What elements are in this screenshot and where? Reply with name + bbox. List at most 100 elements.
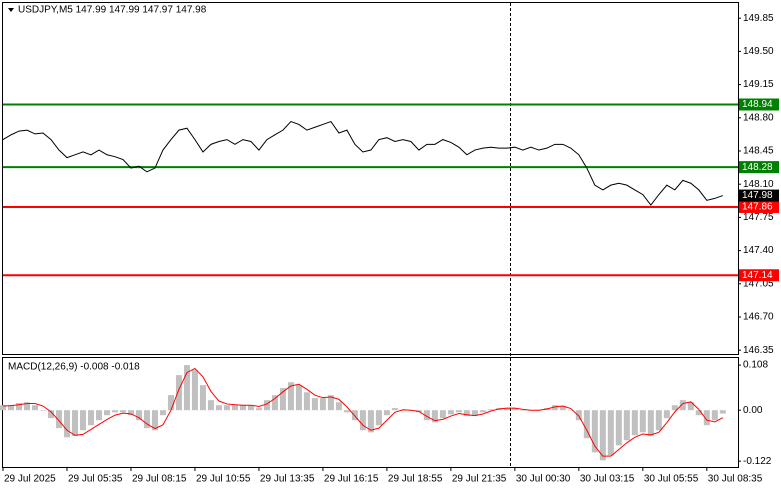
- macd-bar: [15, 403, 22, 411]
- macd-bar: [119, 410, 126, 413]
- level-label-box: [739, 200, 779, 213]
- macd-bar: [383, 410, 390, 416]
- x-tick-label: 30 Jul 03:15: [580, 474, 635, 485]
- macd-bar: [703, 410, 710, 426]
- macd-panel: [2, 357, 739, 468]
- macd-bar: [583, 410, 590, 439]
- macd-bar: [631, 410, 638, 436]
- macd-bar: [223, 405, 230, 411]
- macd-bar: [647, 410, 654, 437]
- price-line: [2, 120, 723, 206]
- macd-bar: [111, 410, 118, 413]
- macd-bar: [23, 402, 30, 411]
- macd-bar: [87, 410, 94, 426]
- x-tick-label: 29 Jul 18:55: [388, 474, 443, 485]
- x-tick-label: 29 Jul 16:15: [324, 474, 379, 485]
- macd-bar: [487, 409, 494, 411]
- macd-bar: [183, 365, 190, 411]
- macd-bar: [687, 402, 694, 411]
- macd-bar: [559, 406, 566, 411]
- macd-bar: [607, 410, 614, 456]
- macd-bar: [671, 405, 678, 411]
- y-tick-label: 147.75: [743, 212, 774, 223]
- macd-bar: [159, 410, 166, 416]
- price-title: USDJPY,M5 147.99 147.99 147.97 147.98: [18, 5, 207, 16]
- macd-bar: [391, 408, 398, 411]
- macd-bar: [367, 410, 374, 433]
- macd-bar: [239, 405, 246, 411]
- macd-bar: [567, 410, 574, 411]
- macd-bar: [663, 410, 670, 419]
- macd-bar: [455, 410, 462, 413]
- macd-bar: [0, 405, 6, 411]
- x-tick-label: 30 Jul 05:55: [644, 474, 699, 485]
- last-price-label: 147.98: [742, 190, 773, 201]
- x-tick-label: 29 Jul 21:35: [452, 474, 507, 485]
- macd-bar: [327, 395, 334, 411]
- macd-bar: [711, 410, 718, 421]
- level-label: 147.86: [742, 202, 773, 213]
- price-panel: [2, 2, 739, 355]
- macd-bar: [7, 405, 14, 411]
- macd-bar: [319, 398, 326, 411]
- macd-bar: [519, 410, 526, 411]
- macd-bar: [303, 392, 310, 411]
- macd-bar: [151, 410, 158, 431]
- macd-bar: [359, 410, 366, 431]
- macd-bar: [287, 382, 294, 411]
- macd-bar: [167, 395, 174, 411]
- x-tick-label: 29 Jul 05:35: [68, 474, 123, 485]
- x-tick-label: 30 Jul 00:30: [516, 474, 571, 485]
- x-tick-label: 29 Jul 2025: [4, 474, 56, 485]
- y-tick-label: 0.00: [743, 405, 763, 416]
- macd-bar: [335, 402, 342, 411]
- level-label-box: [739, 98, 779, 111]
- macd-bar: [47, 410, 54, 419]
- macd-bar: [431, 410, 438, 423]
- dropdown-icon: [8, 8, 14, 12]
- macd-bar: [191, 370, 198, 411]
- level-label: 147.14: [742, 270, 773, 281]
- y-tick-label: 148.10: [743, 179, 774, 190]
- x-tick-label: 30 Jul 08:35: [708, 474, 763, 485]
- macd-bar: [215, 405, 222, 411]
- x-tick-label: 29 Jul 10:55: [196, 474, 251, 485]
- y-tick-label: 148.80: [743, 112, 774, 123]
- x-tick-label: 29 Jul 08:15: [132, 474, 187, 485]
- y-tick-label: 148.45: [743, 146, 774, 157]
- x-tick-label: 29 Jul 13:35: [260, 474, 315, 485]
- macd-bar: [295, 385, 302, 411]
- macd-title: MACD(12,26,9) -0.008 -0.018: [8, 362, 140, 373]
- macd-bar: [135, 410, 142, 421]
- macd-bar: [263, 400, 270, 411]
- macd-bar: [463, 410, 470, 417]
- macd-bar: [479, 410, 486, 413]
- macd-bar: [71, 410, 78, 437]
- macd-bar: [623, 410, 630, 441]
- macd-bar: [639, 410, 646, 433]
- macd-bar: [55, 410, 62, 429]
- level-label: 148.94: [742, 99, 773, 110]
- macd-bar: [551, 405, 558, 411]
- macd-bar: [503, 408, 510, 411]
- macd-bar: [599, 410, 606, 461]
- macd-bar: [279, 388, 286, 411]
- y-tick-label: 147.05: [743, 278, 774, 289]
- macd-bar: [127, 410, 134, 416]
- macd-bar: [695, 410, 702, 416]
- level-label-box: [739, 269, 779, 282]
- macd-bar: [439, 410, 446, 419]
- macd-bar: [655, 410, 662, 431]
- y-tick-label: 149.15: [743, 79, 774, 90]
- macd-bar: [231, 405, 238, 411]
- macd-bar: [271, 395, 278, 411]
- macd-bar: [575, 410, 582, 421]
- y-tick-label: 146.70: [743, 312, 774, 323]
- y-tick-label: 149.50: [743, 46, 774, 57]
- macd-bar: [199, 385, 206, 411]
- macd-bar: [79, 410, 86, 431]
- macd-bar: [591, 410, 598, 453]
- macd-bar: [95, 410, 102, 421]
- macd-bar: [471, 410, 478, 417]
